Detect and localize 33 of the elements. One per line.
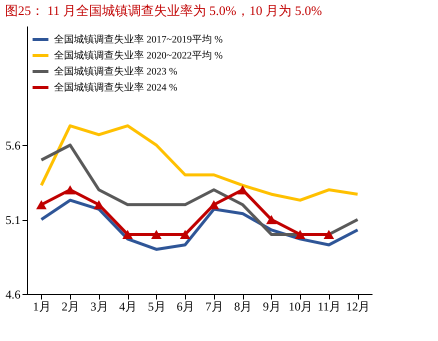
x-tick-label: 8月 — [234, 300, 252, 314]
x-tick-label: 10月 — [288, 300, 313, 314]
x-tick-label: 6月 — [176, 300, 195, 314]
point — [151, 230, 162, 239]
legend-label: 全国城镇调查失业率 2024 % — [54, 82, 178, 94]
x-tick-label: 11月 — [318, 300, 342, 314]
y-tick-label: 5.1 — [6, 213, 20, 228]
point — [64, 185, 76, 194]
line-series — [40, 124, 360, 202]
point — [180, 230, 190, 239]
x-tick-label: 12月 — [346, 300, 370, 314]
point — [36, 200, 47, 210]
x-tick-label: 4月 — [119, 300, 138, 314]
point — [266, 215, 277, 224]
x-tick-label: 2月 — [62, 300, 80, 314]
y-tick-label: 4.6 — [6, 288, 20, 302]
x-tick-label: 5月 — [148, 300, 166, 314]
point — [324, 230, 334, 239]
x-tick-label: 7月 — [205, 300, 224, 314]
point — [208, 200, 220, 210]
point — [237, 185, 248, 194]
legend-label: 全国城镇调查失业率 2023 % — [54, 66, 178, 78]
y-tick-label: 5.6 — [6, 138, 20, 153]
legend-label: 全国城镇调查失业率 2017~2019平均 % — [54, 34, 223, 46]
point — [294, 230, 306, 239]
line-series — [40, 198, 360, 251]
x-tick-label: 9月 — [262, 300, 281, 314]
x-tick-label: 3月 — [90, 300, 108, 314]
chart-title: 图25： 11 月全国城镇调查失业率为 5.0%，10 月为 5.0% — [5, 3, 322, 18]
x-tick-label: 1月 — [32, 300, 51, 314]
point — [94, 200, 104, 210]
legend-label: 全国城镇调查失业率 2020~2022平均 % — [54, 50, 223, 62]
point — [122, 230, 133, 239]
